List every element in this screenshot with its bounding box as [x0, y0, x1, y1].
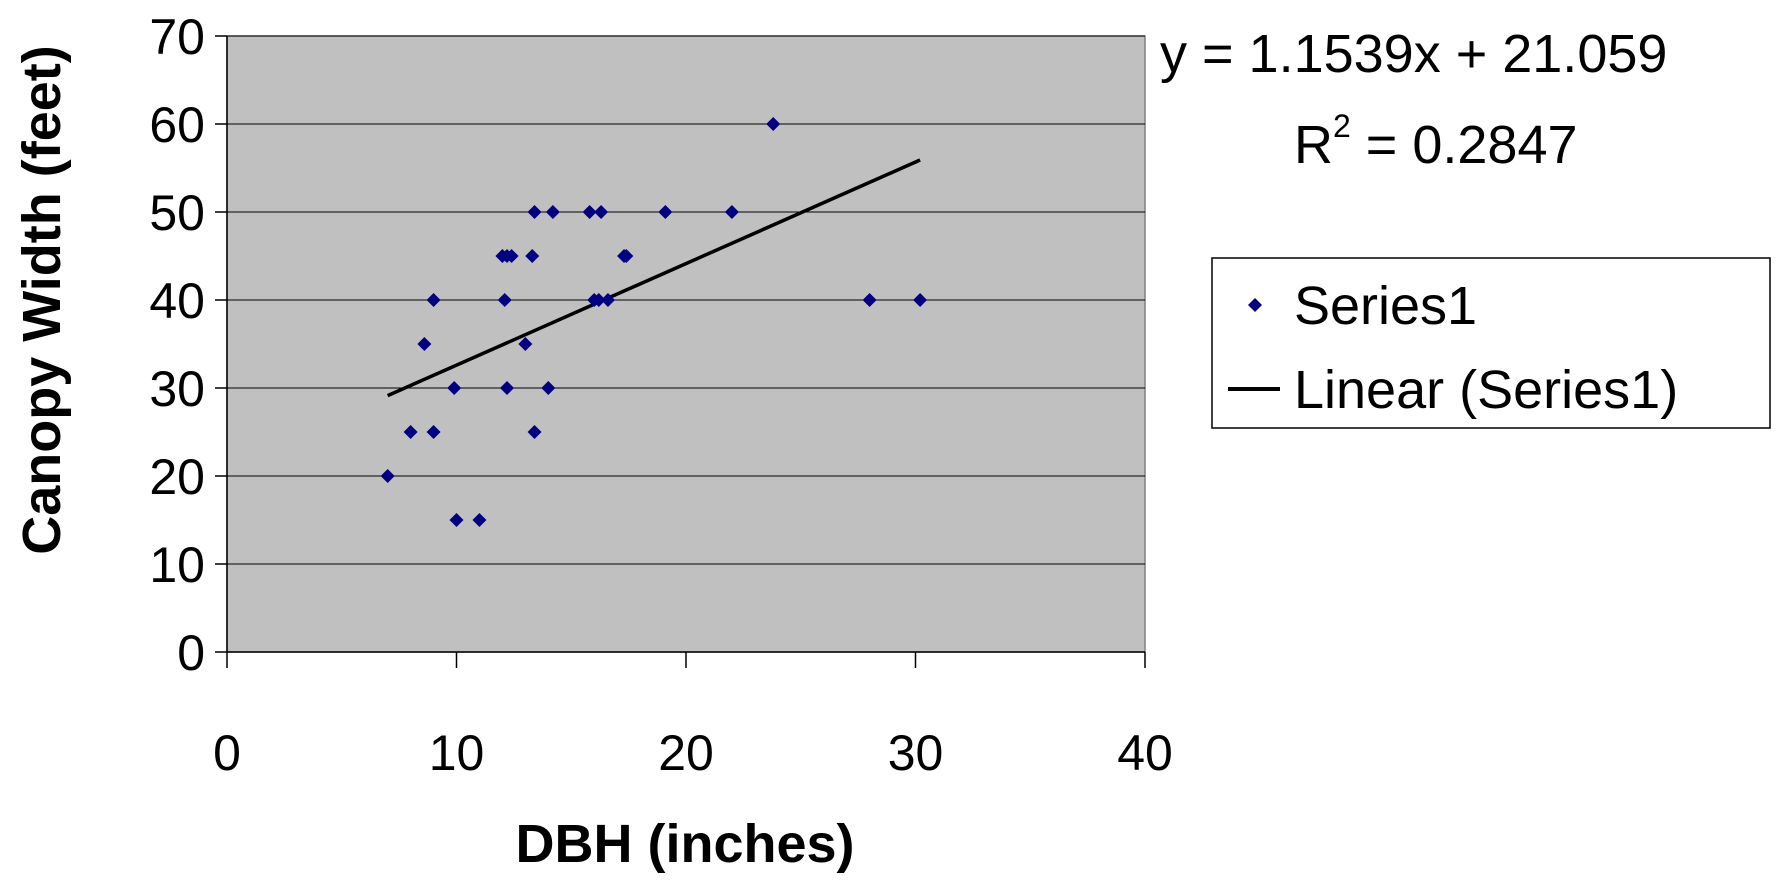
y-tick-label: 50 [149, 185, 205, 241]
legend-box [1211, 257, 1771, 429]
data-point [619, 249, 634, 263]
trendline [386, 158, 921, 398]
data-point [426, 425, 441, 439]
data-point [403, 425, 418, 439]
plot-area [215, 35, 1146, 668]
data-point [766, 117, 781, 131]
x-tick-label: 20 [658, 725, 714, 781]
r-squared: R2 = 0.2847 [1294, 108, 1578, 175]
y-tick-label: 40 [149, 273, 205, 329]
data-point [582, 205, 597, 219]
legend-series1-marker [1248, 298, 1262, 312]
x-tick-label: 30 [888, 725, 944, 781]
data-point [380, 469, 395, 483]
legend-series1-label: Series1 [1294, 276, 1477, 336]
data-point [527, 425, 542, 439]
r-squared-superscript: 2 [1333, 108, 1351, 144]
data-point [541, 381, 556, 395]
data-point [417, 337, 432, 351]
x-tick-label: 0 [213, 725, 241, 781]
y-tick-label: 0 [177, 625, 205, 681]
data-point [426, 293, 441, 307]
data-point [504, 249, 519, 263]
data-point [449, 513, 464, 527]
data-point [600, 293, 615, 307]
x-tick-label: 10 [429, 725, 485, 781]
data-point [591, 293, 606, 307]
data-point [472, 513, 487, 527]
data-point [862, 293, 877, 307]
plot-background [226, 35, 1146, 653]
r-squared-letter: R [1294, 115, 1333, 175]
data-point [525, 249, 540, 263]
y-tick-label: 30 [149, 361, 205, 417]
legend-trendline-label: Linear (Series1) [1294, 360, 1678, 420]
data-point [545, 205, 560, 219]
legend: Series1 Linear (Series1) [1211, 257, 1771, 429]
y-tick-label: 20 [149, 449, 205, 505]
data-point [497, 293, 512, 307]
data-point [447, 381, 462, 395]
data-point [594, 205, 609, 219]
y-tick-label: 60 [149, 97, 205, 153]
r-squared-value: = 0.2847 [1351, 115, 1578, 175]
x-axis-title: DBH (inches) [515, 814, 854, 874]
y-tick-label: 70 [149, 9, 205, 65]
trendline-equation: y = 1.1539x + 21.059 [1160, 24, 1667, 84]
data-point [527, 205, 542, 219]
data-point [499, 381, 514, 395]
data-point [518, 337, 533, 351]
x-axis-ticks: 0 10 20 30 40 [213, 725, 1173, 781]
y-tick-label: 10 [149, 537, 205, 593]
y-axis-title: Canopy Width (feet) [12, 45, 72, 554]
x-tick-label: 40 [1117, 725, 1173, 781]
y-axis-ticks: 0 10 20 30 40 50 60 70 [149, 9, 205, 681]
data-point [913, 293, 928, 307]
data-point [724, 205, 739, 219]
data-point [658, 205, 673, 219]
